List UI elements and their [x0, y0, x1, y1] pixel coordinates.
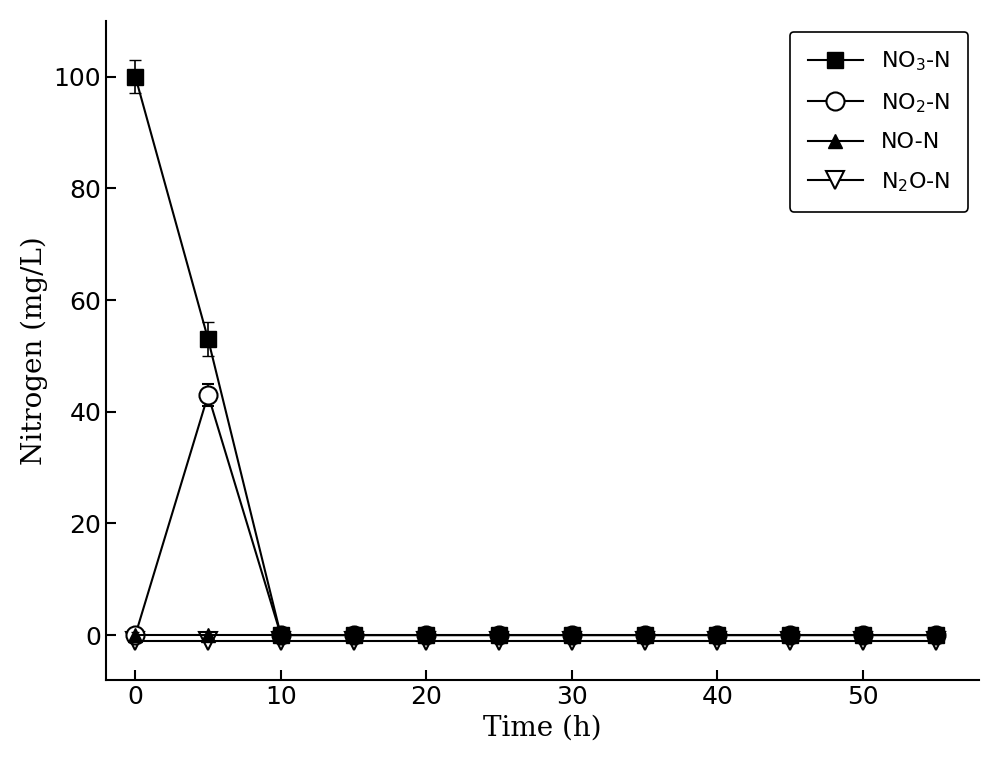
X-axis label: Time (h): Time (h) — [483, 714, 602, 741]
Legend: NO$_3$-N, NO$_2$-N, NO-N, N$_2$O-N: NO$_3$-N, NO$_2$-N, NO-N, N$_2$O-N — [790, 32, 968, 212]
Y-axis label: Nitrogen (mg/L): Nitrogen (mg/L) — [21, 236, 48, 465]
